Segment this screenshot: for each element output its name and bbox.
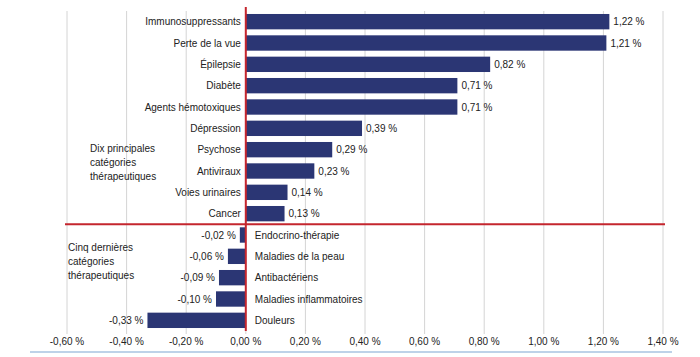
chart: Immunosuppressants 1,22 % Perte de la vue 1…: [0, 0, 700, 357]
data-label: 0,14 %: [292, 187, 323, 198]
category-label: Douleurs: [255, 315, 295, 326]
bar: [246, 35, 607, 50]
bar: [219, 270, 246, 285]
bar: [246, 185, 288, 200]
bar: [246, 57, 490, 72]
tick-mark: [484, 331, 485, 334]
tick-label: 0,80 %: [469, 336, 500, 347]
tick-label: 0,20 %: [290, 336, 321, 347]
category-label: Maladies de la peau: [255, 251, 345, 262]
annotation-line: Dix principales: [90, 143, 155, 154]
data-label: 0,39 %: [366, 123, 397, 134]
tick-mark: [305, 331, 306, 334]
bar: [246, 78, 458, 93]
grid-line: [67, 11, 68, 331]
tick-mark: [186, 331, 187, 334]
bar: [246, 142, 332, 157]
grid-line: [543, 11, 544, 331]
category-label: Dépression: [190, 123, 241, 134]
grid-line: [603, 11, 604, 331]
x-axis: -0,60 % -0,40 % -0,20 % 0,00 % 0,20 % 0,40 % 0…: [50, 331, 679, 347]
labels: Immunosuppressants 1,22 % Perte de la vue 1…: [109, 16, 645, 326]
tick-label: 0,40 %: [349, 336, 380, 347]
group-separator: [65, 223, 665, 225]
data-label: -0,10 %: [178, 294, 213, 305]
tick-mark: [126, 331, 127, 334]
tick-mark: [663, 331, 664, 334]
grid-line: [663, 11, 664, 331]
category-label: Épilepsie: [200, 58, 241, 70]
bar: [246, 99, 458, 114]
category-label: Psychose: [197, 144, 241, 155]
category-label: Antibactériens: [255, 272, 318, 283]
data-label: 0,23 %: [318, 166, 349, 177]
tick-mark: [603, 331, 604, 334]
bottom-rule: [30, 351, 672, 353]
data-label: 0,71 %: [461, 102, 492, 113]
bar: [246, 163, 315, 178]
tick-mark: [424, 331, 425, 334]
grid: [67, 11, 663, 331]
bar: [246, 14, 610, 29]
data-label: 0,13 %: [289, 208, 320, 219]
category-label: Perte de la vue: [174, 38, 242, 49]
data-label: 0,82 %: [494, 59, 525, 70]
bar: [147, 313, 245, 328]
category-label: Diabète: [206, 80, 241, 91]
tick-label: -0,20 %: [169, 336, 204, 347]
category-label: Maladies inflammatoires: [255, 294, 363, 305]
category-label: Antiviraux: [197, 166, 241, 177]
tick-label: -0,60 %: [50, 336, 85, 347]
data-label: 1,21 %: [610, 38, 641, 49]
tick-mark: [245, 331, 246, 334]
data-label: 0,71 %: [461, 80, 492, 91]
annotation-line: thérapeutiques: [68, 270, 134, 281]
annotation-line: catégories: [68, 256, 114, 267]
tick-label: 1,40 %: [647, 336, 678, 347]
bar: [228, 249, 246, 264]
tick-label: 0,00 %: [230, 336, 261, 347]
tick-mark: [67, 331, 68, 334]
annotation-line: thérapeutiques: [90, 171, 156, 182]
tick-label: 0,60 %: [409, 336, 440, 347]
data-label: -0,06 %: [189, 251, 224, 262]
group-annotation: Dix principales catégories thérapeutiques: [90, 143, 156, 182]
data-label: -0,33 %: [109, 315, 144, 326]
annotation-line: Cinq dernières: [68, 242, 133, 253]
data-label: -0,02 %: [201, 230, 236, 241]
tick-label: 1,20 %: [588, 336, 619, 347]
tick-mark: [365, 331, 366, 334]
annotation-line: catégories: [90, 157, 136, 168]
data-label: 0,29 %: [336, 144, 367, 155]
group-annotation: Cinq dernières catégories thérapeutiques: [68, 242, 134, 281]
data-label: -0,09 %: [181, 272, 216, 283]
tick-label: 1,00 %: [528, 336, 559, 347]
bar: [246, 121, 362, 136]
tick-mark: [543, 331, 544, 334]
zero-line: [245, 7, 247, 331]
bars: [147, 14, 609, 328]
data-label: 1,22 %: [613, 16, 644, 27]
category-label: Cancer: [209, 208, 242, 219]
tick-label: -0,40 %: [109, 336, 144, 347]
category-label: Endocrino-thérapie: [255, 230, 340, 241]
category-label: Immunosuppressants: [145, 16, 241, 27]
category-label: Voies urinaires: [175, 187, 241, 198]
category-label: Agents hémotoxiques: [145, 102, 241, 113]
bar: [246, 206, 285, 221]
bar: [216, 291, 246, 306]
